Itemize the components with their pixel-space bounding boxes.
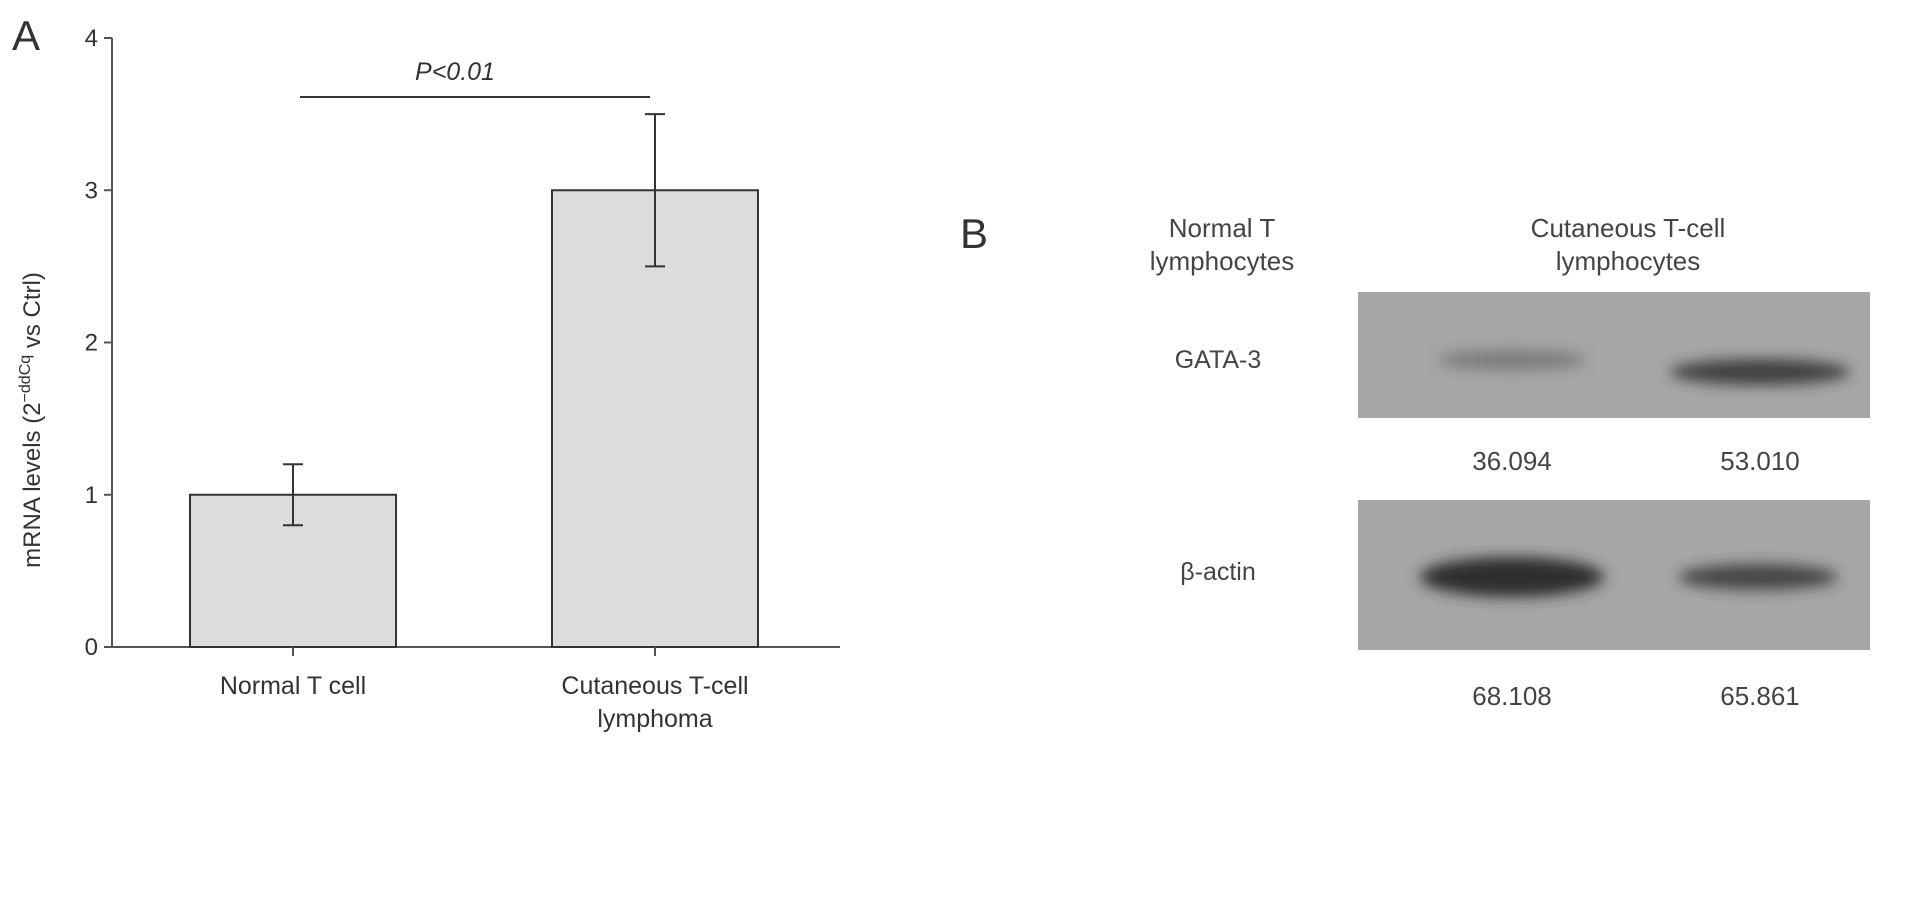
column-header-1-line-2: lymphocytes	[1150, 246, 1295, 276]
band-gata3-normal	[1437, 350, 1587, 370]
panel-b: B Normal T lymphocytes Cutaneous T-cell …	[960, 210, 1870, 711]
significance-label: P<0.01	[415, 58, 495, 86]
x-axis-ticks: Normal T cell Cutaneous T-cell lymphoma	[220, 647, 749, 733]
blot-membrane-gata3	[1358, 292, 1870, 418]
value-beta-actin-lymphoma: 65.861	[1720, 681, 1800, 711]
y-axis-label: mRNA levels (2−ddCq vs Ctrl)	[17, 272, 46, 568]
band-beta-actin-normal	[1420, 557, 1604, 597]
y-tick-label-0: 0	[85, 634, 98, 661]
band-beta-actin-lymphoma	[1678, 564, 1838, 590]
y-axis-ticks: 0 1 2 3 4	[85, 25, 112, 661]
column-header-2-line-1: Cutaneous T-cell	[1531, 213, 1726, 243]
panel-a-label: A	[12, 12, 40, 59]
y-tick-label-4: 4	[85, 25, 98, 52]
column-header-1-line-1: Normal T	[1169, 213, 1276, 243]
value-gata3-normal: 36.094	[1472, 446, 1552, 476]
value-gata3-lymphoma: 53.010	[1720, 446, 1800, 476]
panel-b-label: B	[960, 210, 988, 257]
panel-a: A mRNA levels (2−ddCq vs Ctrl) 0 1 2 3 4 Nor…	[12, 12, 840, 733]
x-tick-label-1-0: Cutaneous T-cell	[561, 672, 748, 700]
x-tick-label-0-0: Normal T cell	[220, 672, 366, 700]
value-beta-actin-normal: 68.108	[1472, 681, 1552, 711]
band-gata3-lymphoma	[1670, 359, 1850, 385]
protein-label-beta-actin: β-actin	[1180, 558, 1256, 586]
y-tick-label-1: 1	[85, 482, 98, 509]
protein-label-gata3: GATA-3	[1175, 346, 1262, 374]
y-tick-label-2: 2	[85, 330, 98, 357]
y-tick-label-3: 3	[85, 177, 98, 204]
x-tick-label-1-1: lymphoma	[597, 705, 712, 733]
bars	[189, 113, 759, 648]
column-header-2-line-2: lymphocytes	[1556, 246, 1701, 276]
